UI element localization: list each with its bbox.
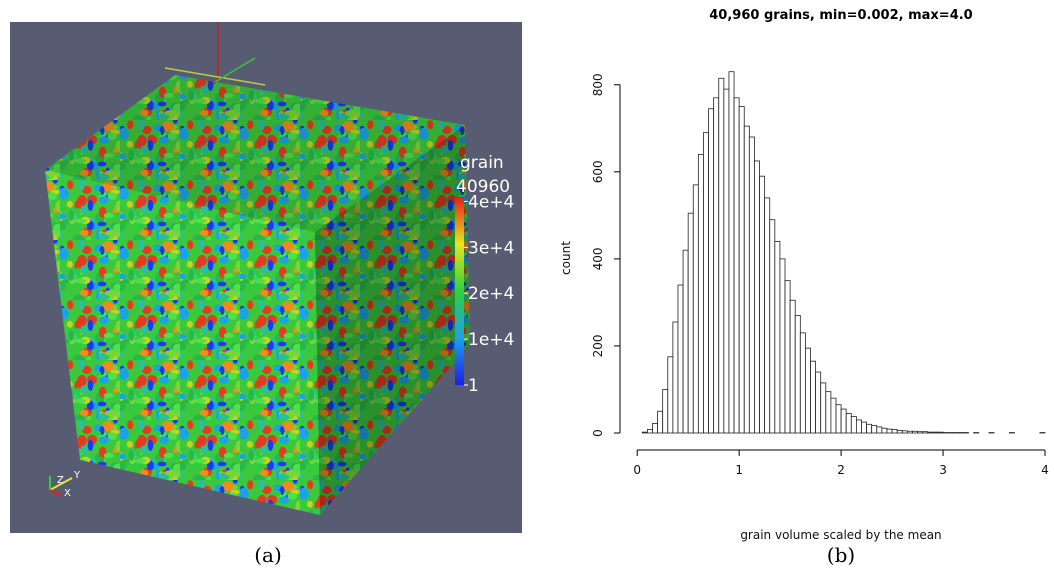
- bar: [805, 347, 811, 434]
- axis-line: [214, 57, 256, 83]
- bar: [896, 429, 903, 434]
- bar: [876, 426, 883, 434]
- colorbar-tick-label: 3e+4: [468, 238, 514, 258]
- bar: [840, 408, 847, 434]
- axis-label: X: [64, 488, 71, 499]
- bar: [815, 371, 822, 434]
- x-tick-label: 2: [837, 463, 845, 477]
- bar: [759, 175, 766, 434]
- bar: [682, 249, 689, 434]
- colorbar: [455, 197, 464, 385]
- bar: [861, 421, 867, 434]
- bar: [881, 427, 888, 434]
- bar: [728, 71, 735, 434]
- bar: [937, 431, 944, 434]
- bar: [652, 423, 658, 434]
- axis-triad: [49, 477, 73, 491]
- chart-title: 40,960 grains, min=0.002, max=4.0: [709, 8, 972, 23]
- bar: [845, 413, 852, 434]
- bar: [912, 430, 918, 434]
- y-tick-label: 400: [591, 247, 605, 270]
- bar: [646, 429, 653, 434]
- colorbar-tick-label: 4e+4: [468, 192, 514, 212]
- cube-front: [45, 170, 320, 515]
- bar: [657, 410, 664, 434]
- bar: [692, 184, 699, 434]
- colorbar-tick-label: 1: [468, 376, 479, 396]
- colorbar-tick-label: 2e+4: [468, 284, 514, 304]
- bar: [713, 97, 720, 434]
- bar: [799, 332, 806, 434]
- bar: [866, 423, 873, 434]
- colorbar-title: grain: [460, 153, 504, 173]
- caption: (b): [827, 543, 855, 567]
- bar: [708, 108, 715, 434]
- bar: [820, 382, 827, 434]
- cube-right: [315, 125, 470, 515]
- x-tick-label: 1: [735, 463, 743, 477]
- x-tick-label: 3: [939, 463, 947, 477]
- bar: [927, 431, 934, 434]
- axis-triad: [49, 489, 63, 497]
- bar: [901, 430, 908, 434]
- bar: [794, 315, 801, 434]
- bar: [748, 136, 755, 434]
- bar: [723, 88, 730, 434]
- x-axis-label: grain volume scaled by the mean: [740, 528, 941, 542]
- bar: [733, 97, 740, 434]
- colorbar-tick-label: 1e+4: [468, 330, 514, 350]
- bar: [932, 431, 939, 434]
- bar: [855, 419, 862, 434]
- bar: [810, 360, 817, 434]
- bar: [764, 197, 771, 434]
- bar: [825, 391, 832, 434]
- bar: [917, 431, 924, 434]
- bar: [886, 428, 893, 434]
- cube-shade: [45, 75, 465, 232]
- y-tick-label: 600: [591, 160, 605, 183]
- y-tick-label: 200: [591, 334, 605, 357]
- caption: (a): [254, 543, 282, 567]
- cube-shade: [315, 125, 470, 515]
- cube-top: [45, 75, 465, 232]
- y-tick-label: 800: [591, 73, 605, 96]
- bar: [774, 241, 781, 434]
- bar: [906, 430, 913, 434]
- bar: [697, 154, 704, 434]
- axis-line: [164, 67, 266, 86]
- bar: [677, 284, 684, 434]
- bar: [830, 397, 837, 434]
- bar: [891, 429, 898, 434]
- bar: [662, 389, 669, 434]
- bar: [672, 321, 679, 434]
- x-tick-label: 0: [633, 463, 641, 477]
- x-tick-label: 4: [1041, 463, 1049, 477]
- bar: [850, 416, 857, 434]
- bar: [641, 431, 648, 434]
- bar: [738, 106, 745, 434]
- bar: [871, 425, 878, 434]
- bar: [789, 299, 796, 434]
- bar: [703, 132, 709, 434]
- y-axis-label: count: [559, 241, 573, 275]
- bar: [743, 125, 750, 434]
- bar: [779, 258, 786, 434]
- y-tick-label: 0: [591, 429, 605, 437]
- bar: [754, 160, 760, 434]
- bar: [784, 280, 791, 434]
- bar: [769, 219, 776, 434]
- colorbar-max: 40960: [456, 177, 510, 197]
- axis-label: Y: [73, 470, 81, 481]
- bar: [667, 356, 674, 434]
- bar: [835, 404, 842, 434]
- bar: [687, 212, 694, 434]
- bar: [922, 431, 929, 434]
- axis-label: Z: [57, 475, 64, 486]
- bar: [718, 77, 725, 434]
